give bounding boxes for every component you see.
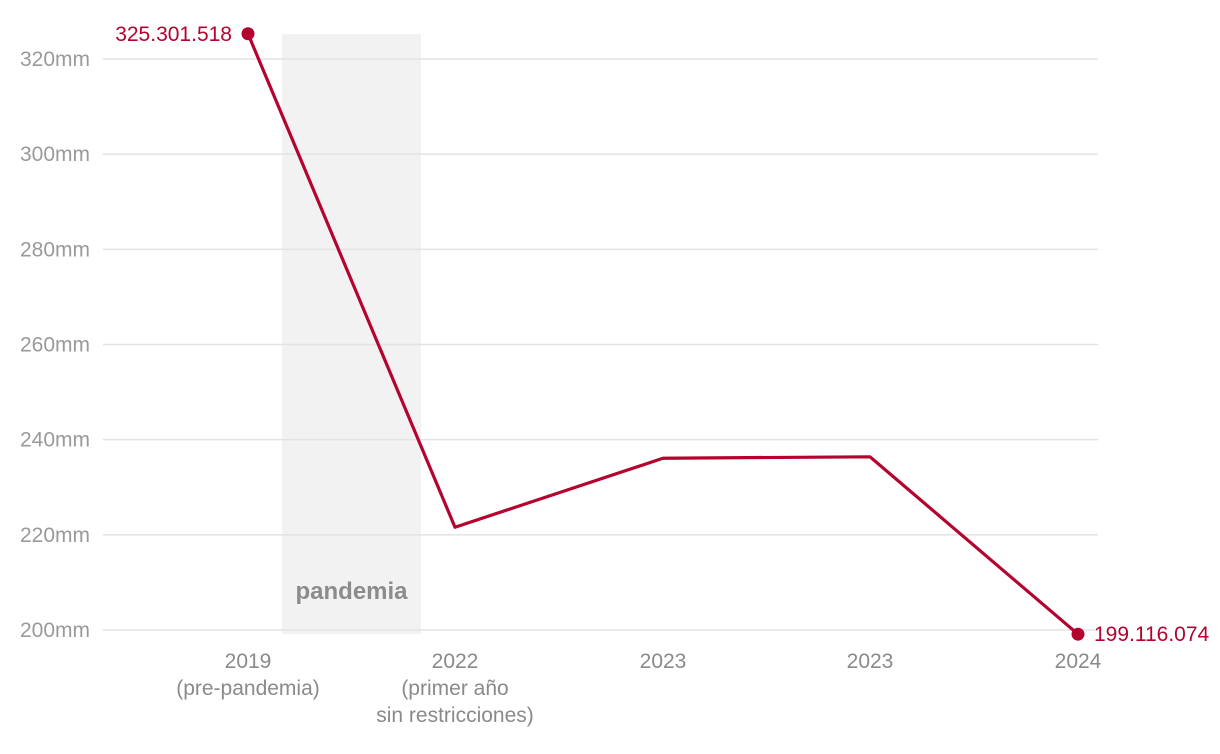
data-labels: 325.301.518 199.116.074 [115, 23, 1209, 646]
y-tick-label: 320mm [20, 48, 90, 71]
data-label: 199.116.074 [1094, 623, 1210, 646]
y-tick-label: 280mm [20, 238, 90, 261]
series-line-layer [246, 32, 1080, 636]
data-point [241, 27, 255, 41]
y-axis-ticks: 200mm 220mm 240mm 260mm 280mm 300mm 320mm [20, 48, 90, 642]
y-tick-label: 200mm [20, 619, 90, 642]
y-tick-label: 260mm [20, 334, 90, 357]
series-line [246, 32, 1080, 636]
x-tick-label: 2023 [640, 650, 687, 673]
data-points [241, 27, 1085, 641]
x-tick-label: 2024 [1055, 650, 1102, 673]
pandemic-band-layer: pandemia [282, 34, 421, 634]
y-tick-label: 220mm [20, 524, 90, 547]
x-axis-ticks: 2019 (pre-pandemia) 2022 (primer año sin res… [176, 650, 1101, 727]
data-point [1071, 627, 1085, 641]
gridlines [103, 58, 1098, 631]
pandemic-band [282, 34, 421, 634]
data-label: 325.301.518 [115, 23, 232, 46]
x-tick-label: 2019 (pre-pandemia) [176, 650, 320, 700]
x-tick-label: 2022 (primer año sin restricciones) [376, 650, 534, 727]
x-tick-label: 2023 [847, 650, 894, 673]
y-tick-label: 300mm [20, 143, 90, 166]
pandemic-band-label: pandemia [295, 578, 408, 605]
y-tick-label: 240mm [20, 429, 90, 452]
